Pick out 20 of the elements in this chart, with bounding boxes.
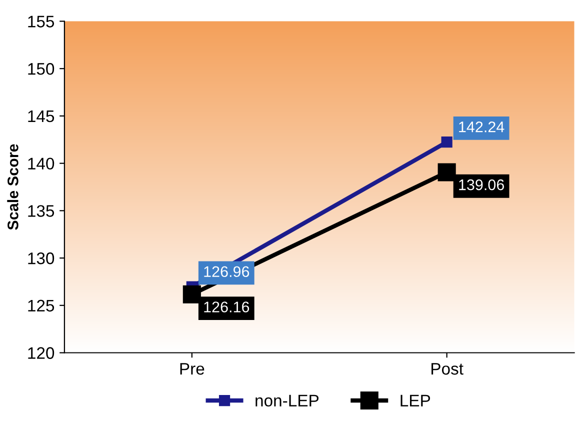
x-tick-label: Pre — [180, 363, 204, 375]
y-tick-label: 155 — [28, 16, 54, 28]
data-label: 139.06 — [459, 179, 504, 190]
data-label: 142.24 — [459, 122, 504, 132]
y-tick-label: 120 — [28, 347, 54, 359]
legend-label: LEP — [400, 394, 430, 406]
x-tick-label: Post — [432, 363, 464, 375]
y-tick-label: 140 — [28, 158, 54, 170]
data-label: 126.96 — [204, 266, 250, 278]
y-tick-label: 125 — [28, 300, 54, 312]
point — [438, 163, 456, 182]
data-label: 126.16 — [204, 302, 250, 312]
y-tick-label: 145 — [28, 110, 54, 122]
legend-label: non-LEP — [256, 394, 319, 407]
y-axis-title: Scale Score — [7, 144, 18, 230]
y-tick-label: 150 — [28, 63, 54, 75]
point — [441, 136, 452, 148]
y-tick-label: 135 — [28, 205, 54, 217]
point — [182, 285, 201, 304]
y-tick-label: 130 — [28, 252, 54, 264]
